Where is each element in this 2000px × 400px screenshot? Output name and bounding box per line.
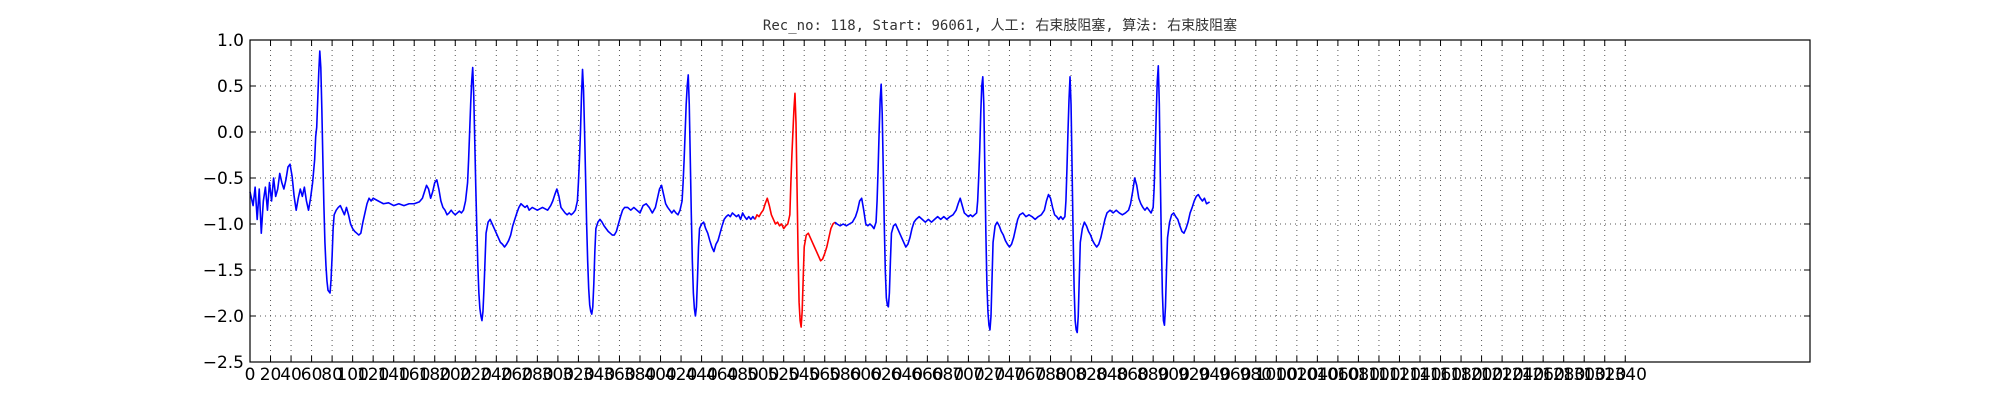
- x-tick-label: 840: [1096, 365, 1128, 385]
- y-tick-label: 1.0: [217, 31, 244, 51]
- y-tick-label: −1.0: [203, 215, 244, 235]
- y-tick-label: 0.0: [217, 123, 244, 143]
- x-tick-label: 560: [809, 365, 841, 385]
- x-tick-label: 1300: [1563, 365, 1606, 385]
- x-tick-label: 420: [665, 365, 697, 385]
- ecg-trace-segment-3: [834, 64, 1211, 334]
- x-tick-label: 320: [562, 365, 594, 385]
- x-tick-label: 680: [932, 365, 964, 385]
- y-tick-label: −2.0: [203, 307, 244, 327]
- x-tick-label: 20: [260, 365, 282, 385]
- x-tick-label: 900: [1157, 365, 1189, 385]
- y-tick-label: −1.5: [203, 261, 244, 281]
- x-tick-label: 1320: [1583, 365, 1626, 385]
- plot-area: [249, 50, 1211, 334]
- x-tick-label: 920: [1178, 365, 1210, 385]
- x-tick-label: 620: [870, 365, 902, 385]
- x-tick-label: 380: [624, 365, 656, 385]
- ecg-trace-segment-1: [249, 50, 756, 322]
- x-tick-label: 360: [603, 365, 635, 385]
- x-tick-label: 1200: [1460, 365, 1503, 385]
- x-tick-label: 400: [644, 365, 676, 385]
- x-tick-label: 520: [767, 365, 799, 385]
- x-tick-label: 700: [952, 365, 984, 385]
- x-tick-label: 220: [460, 365, 492, 385]
- x-tick-label: 1260: [1522, 365, 1565, 385]
- x-tick-label: 760: [1014, 365, 1046, 385]
- x-tick-label: 280: [521, 365, 553, 385]
- x-tick-label: 880: [1137, 365, 1169, 385]
- x-tick-label: 1220: [1480, 365, 1523, 385]
- x-tick-label: 1340: [1604, 365, 1647, 385]
- y-tick-label: −2.5: [203, 353, 244, 373]
- x-tick-label: 100: [336, 365, 368, 385]
- x-tick-label: 460: [706, 365, 738, 385]
- x-tick-label: 260: [501, 365, 533, 385]
- x-tick-label: 160: [398, 365, 430, 385]
- x-tick-label: 1140: [1398, 365, 1441, 385]
- x-tick-label: 780: [1034, 365, 1066, 385]
- x-tick-label: 440: [685, 365, 717, 385]
- x-tick-label: 80: [321, 365, 343, 385]
- ecg-trace-segment-2: [754, 92, 836, 328]
- x-tick-label: 200: [439, 365, 471, 385]
- x-tick-label: 60: [301, 365, 323, 385]
- x-tick-label: 480: [726, 365, 758, 385]
- x-tick-label: 120: [357, 365, 389, 385]
- x-tick-label: 720: [973, 365, 1005, 385]
- x-tick-label: 140: [377, 365, 409, 385]
- x-tick-label: 1120: [1378, 365, 1421, 385]
- x-tick-label: 860: [1116, 365, 1148, 385]
- x-tick-label: 540: [788, 365, 820, 385]
- x-tick-label: 600: [850, 365, 882, 385]
- x-tick-label: 1040: [1296, 365, 1339, 385]
- chart-title: Rec_no: 118, Start: 96061, 人工: 右束肢阻塞, 算法…: [763, 17, 1237, 34]
- x-tick-label: 820: [1075, 365, 1107, 385]
- x-tick-label: 180: [419, 365, 451, 385]
- x-tick-label: 300: [542, 365, 574, 385]
- x-tick-label: 340: [583, 365, 615, 385]
- x-tick-label: 1160: [1419, 365, 1462, 385]
- y-tick-label: 0.5: [217, 77, 244, 97]
- axes-frame: [249, 39, 1811, 363]
- x-tick-label: 660: [911, 365, 943, 385]
- x-tick-label: 1240: [1501, 365, 1544, 385]
- x-tick-label: 500: [747, 365, 779, 385]
- y-tick-label: −0.5: [203, 169, 244, 189]
- x-tick-label: 580: [829, 365, 861, 385]
- x-tick-label: 1020: [1275, 365, 1318, 385]
- x-tick-label: 1080: [1337, 365, 1380, 385]
- x-tick-label: 1180: [1439, 365, 1482, 385]
- x-tick-label: 740: [993, 365, 1025, 385]
- x-tick-label: 40: [280, 365, 302, 385]
- x-tick-label: 1000: [1255, 365, 1298, 385]
- x-tick-label: 0: [245, 365, 256, 385]
- grid: [250, 40, 1810, 362]
- axes: 1.00.50.0−0.5−1.0−1.5−2.0−2.50 2040608010…: [203, 31, 1810, 385]
- x-tick-label: 980: [1240, 365, 1272, 385]
- x-tick-label: 1280: [1542, 365, 1585, 385]
- x-tick-label: 240: [480, 365, 512, 385]
- x-tick-label: 940: [1199, 365, 1231, 385]
- x-tick-label: 960: [1219, 365, 1251, 385]
- x-tick-label: 800: [1055, 365, 1087, 385]
- x-tick-label: 1060: [1316, 365, 1359, 385]
- x-tick-label: 1100: [1357, 365, 1400, 385]
- x-tick-label: 640: [891, 365, 923, 385]
